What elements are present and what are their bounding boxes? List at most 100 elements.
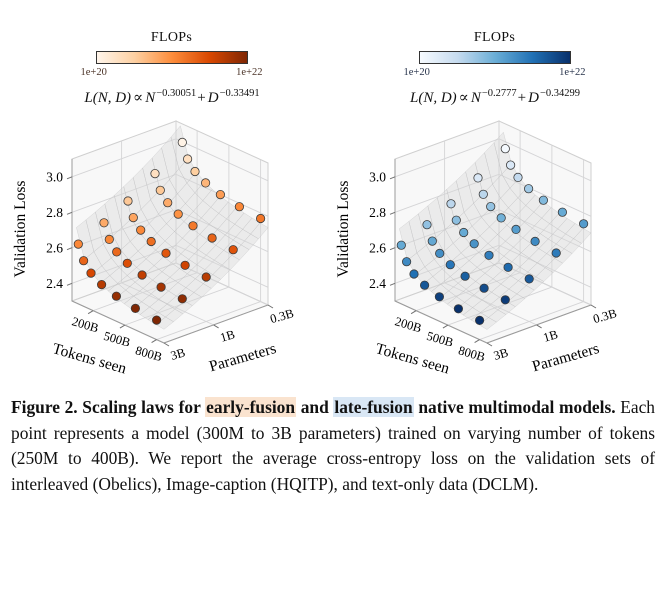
- z-axis-label: Validation Loss: [12, 181, 29, 278]
- x-tick-label: 200B: [393, 314, 423, 335]
- colorbar-ticks: 1e+20 1e+22: [404, 67, 586, 78]
- grid-line: [71, 209, 176, 249]
- data-point: [434, 292, 444, 302]
- axis-line: [394, 300, 487, 344]
- tick-mark: [66, 211, 72, 215]
- equation-lhs: L(N, D): [84, 90, 132, 106]
- data-point: [122, 196, 133, 206]
- y-tick-label: 3B: [491, 345, 509, 362]
- data-point: [173, 209, 183, 219]
- data-point: [530, 236, 540, 246]
- fit-surface-quad: [155, 316, 174, 330]
- z-tick-label: 3.0: [46, 169, 63, 184]
- grid-line: [71, 173, 176, 213]
- caption-text: Figure 2. Scaling laws for: [11, 397, 206, 417]
- y-tick-label: 1B: [541, 327, 559, 344]
- data-point: [469, 239, 479, 249]
- y-tick-label: 1B: [218, 327, 236, 344]
- data-point: [104, 234, 114, 244]
- data-point: [512, 172, 523, 183]
- x-tick-label: 800B: [456, 343, 486, 364]
- data-point: [434, 248, 444, 258]
- grid-line: [443, 282, 537, 326]
- data-point: [182, 154, 192, 164]
- data-point: [474, 315, 484, 325]
- data-point: [215, 190, 225, 200]
- data-point: [510, 224, 521, 235]
- data-point: [557, 207, 567, 217]
- data-point: [421, 220, 432, 230]
- data-point: [180, 260, 190, 270]
- grid-line: [498, 138, 591, 182]
- data-point: [500, 295, 510, 305]
- data-point: [458, 227, 468, 238]
- axis-line: [71, 300, 164, 344]
- data-point: [496, 213, 506, 223]
- tick-mark: [267, 304, 273, 309]
- panel-late-fusion: FLOPs 1e+20 1e+22 L(N, D) ∝ N−0.2777+ D−0.3…: [333, 30, 656, 379]
- data-point: [98, 218, 109, 228]
- data-point: [151, 315, 161, 325]
- data-point: [578, 219, 588, 229]
- data-point: [85, 268, 96, 278]
- grid-line: [155, 301, 261, 341]
- tick-mark: [535, 324, 542, 329]
- equation-d: D: [528, 90, 539, 106]
- data-point: [135, 225, 145, 235]
- y-axis-label: Parameters: [207, 340, 278, 375]
- plus-symbol: +: [197, 90, 206, 106]
- colorbar-ticks: 1e+20 1e+22: [81, 67, 263, 78]
- data-point: [427, 236, 437, 246]
- tick-mark: [66, 176, 72, 180]
- data-point: [187, 221, 198, 231]
- data-point: [485, 202, 495, 212]
- caption-body: Each point represents a model (300M to 3…: [11, 397, 655, 494]
- z-tick-label: 2.6: [46, 240, 63, 255]
- data-point: [207, 233, 217, 243]
- grid-line: [498, 173, 591, 217]
- data-point: [451, 215, 461, 225]
- figure-caption: Figure 2. Scaling laws for early-fusion …: [11, 395, 655, 497]
- data-point: [538, 195, 548, 205]
- z-tick-label: 2.8: [369, 205, 386, 220]
- data-point: [483, 250, 494, 260]
- equation-n: N: [470, 90, 481, 106]
- propto-symbol: ∝: [133, 90, 144, 106]
- x-tick-label: 500B: [425, 329, 455, 350]
- data-point: [396, 240, 406, 250]
- y-tick-label: 0.3B: [591, 306, 618, 326]
- data-point: [200, 178, 210, 188]
- data-point: [73, 239, 83, 249]
- propto-symbol: ∝: [458, 90, 469, 106]
- data-point: [156, 282, 166, 292]
- data-point: [162, 198, 172, 208]
- panels-row: FLOPs 1e+20 1e+22 L(N, D) ∝ N−0.30051+ D−0.…: [10, 30, 656, 379]
- grid-line: [478, 301, 584, 341]
- data-point: [453, 304, 463, 314]
- y-tick-label: 3B: [168, 345, 186, 362]
- equation-n-exponent: −0.2777: [481, 88, 517, 99]
- colorbar-tick-max: 1e+22: [236, 67, 263, 78]
- tick-mark: [442, 324, 448, 329]
- grid-line: [415, 272, 520, 312]
- grid-line: [498, 209, 591, 253]
- colorbar-title: FLOPs: [473, 30, 516, 45]
- data-point: [122, 258, 132, 268]
- tick-mark: [473, 339, 480, 344]
- tick-mark: [150, 339, 157, 344]
- grid-line: [394, 209, 499, 249]
- equation-d-exponent: −0.33491: [219, 88, 260, 99]
- tick-mark: [119, 324, 125, 329]
- data-point: [500, 144, 510, 154]
- highlight-early-fusion: early-fusion: [205, 397, 297, 417]
- tick-mark: [486, 342, 492, 347]
- tick-mark: [389, 176, 395, 180]
- data-point: [155, 185, 165, 195]
- data-point: [503, 262, 513, 272]
- grid-line: [394, 138, 499, 178]
- tick-mark: [389, 247, 395, 251]
- colorbar-early-fusion: [95, 51, 248, 64]
- data-point: [149, 168, 160, 179]
